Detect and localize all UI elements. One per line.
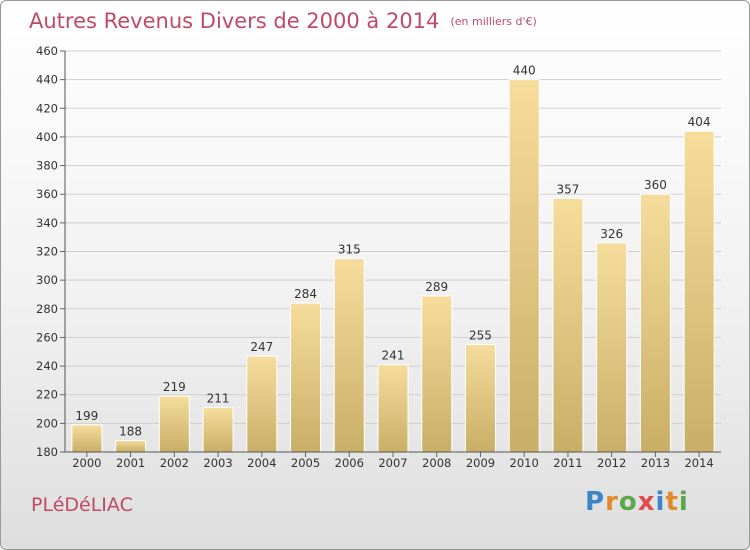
x-tick-label: 2005 — [291, 456, 320, 470]
y-tick-label: 400 — [36, 130, 58, 144]
bar — [71, 424, 103, 453]
x-tick-label: 2008 — [422, 456, 451, 470]
bar-value-label: 357 — [556, 183, 579, 197]
y-tick-label: 220 — [36, 388, 58, 402]
bar-value-label: 315 — [338, 243, 361, 257]
x-tick-label: 2007 — [378, 456, 407, 470]
chart-title-main: Autres Revenus Divers de 2000 à 2014 — [29, 9, 440, 33]
y-tick-label: 200 — [36, 416, 58, 430]
x-tick-label: 2006 — [335, 456, 364, 470]
bar-value-label: 247 — [250, 340, 273, 354]
y-tick-label: 320 — [36, 245, 58, 259]
x-tick-label: 2013 — [641, 456, 670, 470]
logo-letter: t — [665, 487, 679, 517]
bar — [246, 355, 278, 453]
bar-value-label: 255 — [469, 329, 492, 343]
proxiti-logo[interactable]: Proxiti — [585, 487, 689, 517]
bar — [115, 440, 147, 453]
y-tick-label: 360 — [36, 187, 58, 201]
chart-title: Autres Revenus Divers de 2000 à 2014 (en… — [29, 9, 537, 33]
bar — [464, 344, 496, 453]
town-name: PLéDéLIAC — [31, 494, 133, 516]
x-tick-label: 2000 — [72, 456, 101, 470]
x-tick-label: 2014 — [684, 456, 713, 470]
y-tick-label: 300 — [36, 273, 58, 287]
bar-value-label: 199 — [75, 409, 98, 423]
y-tick-label: 260 — [36, 330, 58, 344]
bar-value-label: 211 — [207, 392, 230, 406]
y-tick-label: 460 — [36, 44, 58, 58]
bar — [639, 193, 671, 453]
bars — [71, 79, 715, 453]
y-tick-label: 240 — [36, 359, 58, 373]
bar-value-label: 404 — [688, 115, 711, 129]
bar-value-labels: 199 188 219 211 247 284 315 241 289 255 440 357 326 3… — [75, 64, 710, 439]
bar — [683, 130, 715, 453]
x-tick-label: 2003 — [203, 456, 232, 470]
logo-letter: i — [655, 487, 666, 517]
x-tick-label: 2001 — [116, 456, 145, 470]
chart-title-unit: (en milliers d'€) — [450, 15, 537, 28]
bar-value-label: 326 — [600, 227, 623, 241]
y-tick-label: 180 — [36, 445, 58, 459]
bar-value-label: 284 — [294, 287, 317, 301]
logo-letter: r — [605, 487, 619, 517]
bar-value-label: 360 — [644, 178, 667, 192]
x-tick-label: 2002 — [160, 456, 189, 470]
y-tick-label: 420 — [36, 101, 58, 115]
y-tick-label: 280 — [36, 302, 58, 316]
y-tick-label: 440 — [36, 73, 58, 87]
bar — [377, 364, 409, 453]
logo-letter: i — [678, 487, 689, 517]
logo-letter: P — [585, 487, 606, 517]
y-tick-label: 380 — [36, 159, 58, 173]
x-tick-label: 2012 — [597, 456, 626, 470]
bar-value-label: 241 — [382, 349, 405, 363]
bar-value-label: 289 — [425, 280, 448, 294]
bar-value-label: 219 — [163, 380, 186, 394]
bar-value-label: 440 — [513, 64, 536, 78]
y-tick-labels: 180 200 220 240 260 280 300 320 340 360 380 400 420 4… — [36, 44, 58, 459]
bar-value-label: 188 — [119, 425, 142, 439]
bar — [158, 395, 190, 453]
y-tick-label: 340 — [36, 216, 58, 230]
logo-letter: o — [618, 487, 638, 517]
bar — [421, 295, 453, 453]
bar — [596, 242, 628, 453]
bar — [202, 407, 234, 453]
x-tick-label: 2011 — [553, 456, 582, 470]
x-tick-label: 2009 — [466, 456, 495, 470]
x-tick-label: 2004 — [247, 456, 276, 470]
bar — [333, 258, 365, 453]
bar — [290, 302, 322, 453]
x-tick-labels: 2000 2001 2002 2003 2004 2005 2006 2007 2008 2009… — [72, 452, 714, 470]
bar — [552, 198, 584, 453]
x-tick-label: 2010 — [510, 456, 539, 470]
logo-letter: x — [637, 487, 656, 517]
bar — [508, 79, 540, 453]
